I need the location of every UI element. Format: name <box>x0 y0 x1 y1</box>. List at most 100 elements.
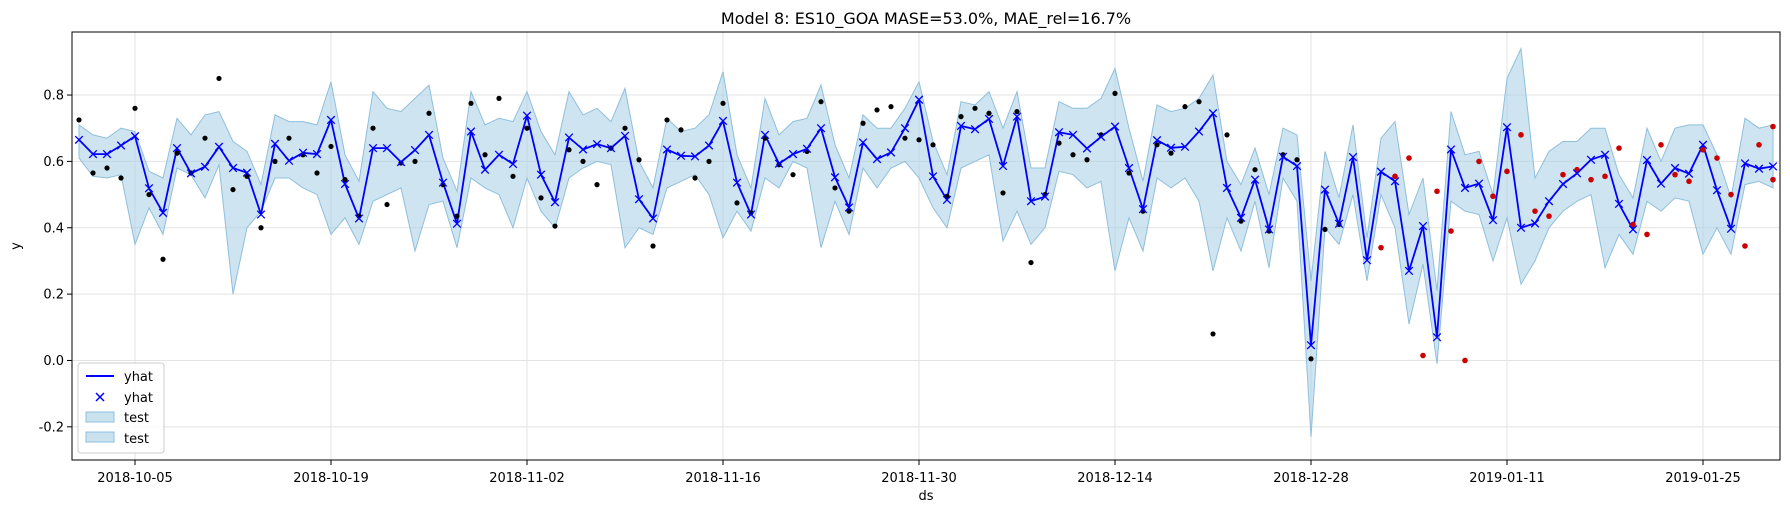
actual-point <box>1056 140 1062 146</box>
actual-point <box>202 135 208 141</box>
yhat-marker <box>1404 266 1414 276</box>
x-tick-label: 2019-01-25 <box>1665 471 1741 486</box>
yhat-marker <box>634 194 644 204</box>
yhat-marker <box>1348 152 1358 162</box>
test-point <box>1434 188 1440 195</box>
test-point <box>1728 191 1734 198</box>
yhat-marker <box>522 111 532 120</box>
yhat-marker <box>1250 175 1260 184</box>
y-tick-label: 0.8 <box>43 89 64 104</box>
actual-point <box>1266 228 1272 234</box>
actual-point <box>832 185 838 191</box>
yhat-marker <box>1684 169 1694 178</box>
yhat-marker <box>130 131 140 141</box>
actual-point <box>370 125 376 131</box>
yhat-line <box>78 98 1774 347</box>
actual-point <box>1210 331 1216 337</box>
actual-point <box>720 100 726 106</box>
actual-point <box>1070 152 1076 158</box>
yhat-marker <box>466 127 476 136</box>
yhat-marker <box>158 208 168 218</box>
y-axis-ticks: -0.2 0.0 0.2 0.4 0.6 0.8 <box>39 89 72 435</box>
yhat-marker <box>298 148 308 158</box>
yhat-marker <box>368 143 378 153</box>
y-tick-label: 0.2 <box>43 288 64 303</box>
yhat-marker <box>718 116 728 126</box>
x-axis-ticks: 2018-10-05 2018-10-19 2018-11-02 2018-11-16… <box>97 460 1741 486</box>
yhat-line-layer <box>78 98 1774 347</box>
yhat-marker <box>1194 127 1204 136</box>
yhat-marker <box>816 123 826 133</box>
yhat-marker <box>1306 340 1316 350</box>
yhat-marker <box>1726 224 1736 234</box>
yhat-marker <box>396 157 406 167</box>
yhat-marker <box>1068 130 1078 140</box>
yhat-marker <box>830 173 840 182</box>
yhat-marker <box>452 219 462 229</box>
yhat-marker <box>788 149 798 159</box>
actual-point <box>104 165 110 171</box>
actual-point <box>454 213 460 219</box>
actual-point <box>664 117 670 123</box>
x-tick-label: 2018-11-16 <box>685 471 761 486</box>
test-point <box>1462 357 1468 364</box>
yhat-marker <box>746 210 756 219</box>
yhat-marker <box>1180 142 1190 152</box>
y-tick-label: -0.2 <box>39 420 64 435</box>
actual-point <box>1182 104 1188 110</box>
actual-point <box>146 191 152 198</box>
legend-label-yhat-marker: yhat <box>124 391 153 406</box>
yhat-marker <box>998 161 1008 171</box>
yhat-marker <box>424 130 434 140</box>
yhat-marker <box>1166 143 1176 153</box>
yhat-marker <box>914 95 924 104</box>
actual-point <box>594 182 600 188</box>
actual-points-layer <box>76 75 1342 362</box>
yhat-marker <box>690 152 700 161</box>
yhat-marker <box>970 124 980 134</box>
yhat-marker <box>270 139 280 149</box>
yhat-marker <box>256 210 266 219</box>
actual-point <box>90 170 96 176</box>
test-point <box>1714 155 1720 161</box>
yhat-marker <box>508 159 518 169</box>
yhat-marker <box>760 130 770 140</box>
actual-point <box>132 105 138 111</box>
actual-point <box>216 75 222 82</box>
x-tick-label: 2018-12-14 <box>1077 471 1153 486</box>
actual-point <box>552 223 558 229</box>
test-point <box>1770 123 1776 130</box>
actual-point <box>678 127 684 133</box>
yhat-marker <box>1530 219 1540 228</box>
yhat-marker <box>186 169 196 178</box>
yhat-marker <box>242 168 252 177</box>
yhat-marker <box>1698 140 1708 150</box>
yhat-marker <box>928 172 938 181</box>
yhat-marker <box>1628 225 1638 234</box>
yhat-marker <box>1026 196 1036 206</box>
x-tick-label: 2018-10-05 <box>97 471 173 486</box>
actual-point <box>748 210 754 216</box>
test-point <box>1756 142 1762 148</box>
actual-point <box>846 208 852 214</box>
yhat-marker <box>1432 332 1442 342</box>
yhat-marker-layer <box>74 95 1778 350</box>
yhat-marker <box>284 156 294 165</box>
actual-point <box>510 173 516 179</box>
actual-point <box>650 243 656 249</box>
actual-point <box>566 147 572 153</box>
actual-point <box>986 110 992 116</box>
yhat-marker <box>956 121 966 131</box>
yhat-marker <box>1110 122 1120 131</box>
yhat-marker <box>662 145 672 154</box>
test-point <box>1672 171 1678 178</box>
yhat-marker <box>354 214 364 223</box>
yhat-marker <box>550 197 560 207</box>
actual-point <box>874 107 880 113</box>
test-point <box>1644 231 1650 238</box>
test-point <box>1700 146 1706 153</box>
actual-point <box>860 120 866 126</box>
legend-label-yhat-line: yhat <box>124 370 153 385</box>
yhat-marker <box>732 178 742 187</box>
legend-label-test-2: test <box>124 432 149 447</box>
